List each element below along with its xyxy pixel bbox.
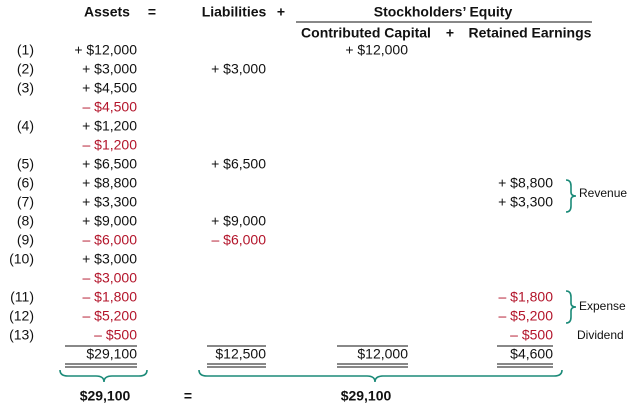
amount: + $12,000 bbox=[345, 42, 408, 58]
header-equity: Stockholders’ Equity bbox=[374, 4, 513, 20]
amount: – $1,800 bbox=[499, 289, 554, 305]
assets-brace bbox=[59, 369, 148, 383]
amount: – $1,800 bbox=[83, 289, 138, 305]
amount: – $6,000 bbox=[212, 232, 267, 248]
header-contributed: Contributed Capital bbox=[301, 25, 431, 41]
annotation-expense: Expense bbox=[579, 299, 626, 313]
amount: – $1,200 bbox=[83, 137, 138, 153]
header-plus: + bbox=[277, 4, 285, 20]
row-label: (4) bbox=[17, 118, 34, 134]
amount: + $6,500 bbox=[82, 156, 137, 172]
amount: – $4,500 bbox=[83, 99, 138, 115]
amount: + $6,500 bbox=[211, 156, 266, 172]
amount: – $5,200 bbox=[499, 308, 554, 324]
expense-brace bbox=[565, 290, 577, 324]
row-label: (3) bbox=[17, 80, 34, 96]
annotation-dividend: Dividend bbox=[577, 328, 624, 342]
amount: + $3,300 bbox=[498, 194, 553, 210]
header-liabilities: Liabilities bbox=[202, 4, 267, 20]
header-equals: = bbox=[148, 4, 156, 20]
row-label: (1) bbox=[17, 42, 34, 58]
amount: – $500 bbox=[510, 327, 553, 343]
amount: + $3,000 bbox=[82, 61, 137, 77]
amount: – $5,200 bbox=[83, 308, 138, 324]
row-label: (13) bbox=[9, 327, 34, 343]
header-plus: + bbox=[446, 25, 454, 41]
total: $4,600 bbox=[510, 346, 553, 362]
amount: + $4,500 bbox=[82, 80, 137, 96]
row-label: (8) bbox=[17, 213, 34, 229]
summary-left: $29,100 bbox=[80, 388, 131, 404]
row-label: (11) bbox=[10, 289, 34, 305]
row-label: (12) bbox=[9, 308, 34, 324]
amount: + $3,000 bbox=[211, 61, 266, 77]
row-label: (2) bbox=[17, 61, 34, 77]
summary-right: $29,100 bbox=[341, 388, 392, 404]
annotation-revenue: Revenue bbox=[579, 186, 627, 200]
row-label: (9) bbox=[17, 232, 34, 248]
amount: + $12,000 bbox=[74, 42, 137, 58]
amount: + $8,800 bbox=[498, 175, 553, 191]
summary-equals: = bbox=[184, 388, 192, 404]
header-retained: Retained Earnings bbox=[469, 25, 592, 41]
claims-brace bbox=[198, 369, 563, 383]
total: $29,100 bbox=[86, 346, 137, 362]
amount: + $3,000 bbox=[82, 251, 137, 267]
amount: + $1,200 bbox=[82, 118, 137, 134]
row-label: (7) bbox=[17, 194, 34, 210]
total: $12,000 bbox=[357, 346, 408, 362]
row-label: (6) bbox=[17, 175, 34, 191]
amount: – $3,000 bbox=[83, 270, 138, 286]
amount: – $6,000 bbox=[83, 232, 138, 248]
amount: + $9,000 bbox=[82, 213, 137, 229]
amount: + $3,300 bbox=[82, 194, 137, 210]
revenue-brace bbox=[565, 179, 577, 213]
amount: + $9,000 bbox=[211, 213, 266, 229]
total: $12,500 bbox=[215, 346, 266, 362]
header-assets: Assets bbox=[84, 4, 130, 20]
row-label: (5) bbox=[17, 156, 34, 172]
amount: – $500 bbox=[94, 327, 137, 343]
row-label: (10) bbox=[9, 251, 34, 267]
amount: + $8,800 bbox=[82, 175, 137, 191]
